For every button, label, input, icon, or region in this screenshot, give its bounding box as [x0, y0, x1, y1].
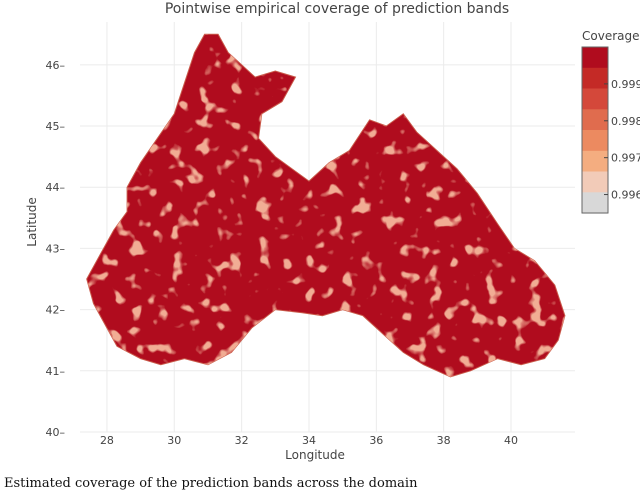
- y-axis-title: Latitude: [25, 197, 39, 246]
- legend-tick-label: 0.997: [611, 152, 640, 165]
- legend-swatch: [582, 67, 608, 90]
- y-tick-label: 45–: [46, 120, 66, 133]
- y-tick-label: 40–: [46, 426, 66, 439]
- figure-caption: Estimated coverage of the prediction ban…: [4, 476, 418, 490]
- x-tick-label: 32: [235, 434, 249, 447]
- x-axis-ticks: 28 30 32 34 36 38 40: [100, 434, 518, 447]
- legend-swatch: [582, 88, 608, 110]
- legend-title: Coverage: [582, 29, 640, 43]
- x-tick-label: 38: [437, 434, 451, 447]
- y-tick-label: 44–: [46, 181, 66, 194]
- y-axis-ticks: 40– 41– 42– 43– 44– 45– 46–: [46, 59, 66, 439]
- x-tick-label: 40: [504, 434, 518, 447]
- y-tick-label: 41–: [46, 365, 66, 378]
- legend-swatches: [581, 46, 609, 214]
- legend-frame: [581, 46, 609, 214]
- x-tick-label: 36: [369, 434, 383, 447]
- legend-tick-label: 0.998: [611, 115, 640, 128]
- legend-tick-label: 0.999: [611, 78, 640, 91]
- legend-swatch: [582, 109, 608, 131]
- legend-swatch: [582, 130, 608, 152]
- x-tick-label: 28: [100, 434, 114, 447]
- x-tick-label: 30: [167, 434, 181, 447]
- x-axis-title: Longitude: [285, 448, 345, 462]
- coverage-mottle: [86, 34, 565, 377]
- legend-labels: 0.999 0.998 0.997 0.996: [604, 78, 640, 202]
- x-tick-label: 34: [302, 434, 316, 447]
- y-tick-label: 43–: [46, 242, 66, 255]
- legend-swatch: [582, 150, 608, 173]
- legend-swatch: [582, 192, 608, 214]
- coverage-chart: Pointwise empirical coverage of predicti…: [25, 1, 640, 462]
- colorbar-legend: Coverage 0.999 0.998 0.997 0.996: [581, 29, 640, 214]
- y-tick-label: 46–: [46, 59, 66, 72]
- legend-swatch: [582, 171, 608, 193]
- legend-tick-label: 0.996: [611, 189, 640, 202]
- y-tick-label: 42–: [46, 304, 66, 317]
- legend-swatch: [582, 47, 608, 69]
- chart-title: Pointwise empirical coverage of predicti…: [165, 1, 509, 17]
